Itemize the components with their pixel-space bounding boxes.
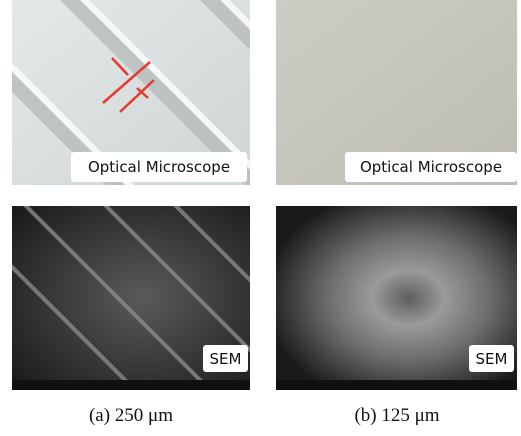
optical-label: Optical Microscope [88, 158, 230, 176]
page: Optical Microscope Optical Microscope SE… [0, 0, 521, 436]
sem-label: SEM [476, 350, 508, 368]
caption: (b) 125 μm [354, 405, 439, 426]
figure: Optical Microscope Optical Microscope SE… [0, 0, 521, 436]
sem-label: SEM [210, 350, 242, 368]
info-bar [276, 380, 517, 390]
optical-label: Optical Microscope [360, 158, 502, 176]
caption: (a) 250 μm [89, 405, 173, 426]
